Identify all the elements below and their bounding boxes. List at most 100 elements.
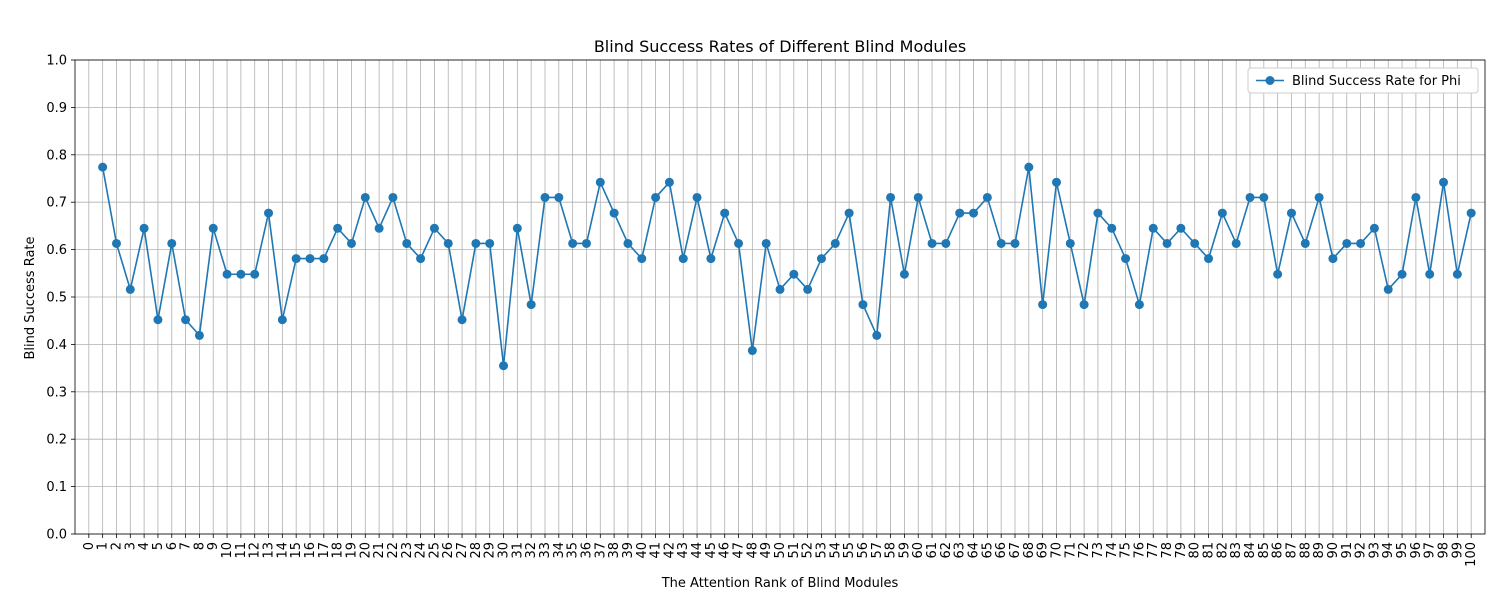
x-tick-label: 3 [123, 542, 138, 550]
x-tick-label: 61 [925, 542, 940, 559]
x-tick-label: 92 [1354, 542, 1369, 559]
data-point [139, 223, 149, 233]
x-tick-label: 83 [1229, 542, 1244, 559]
y-tick-label: 0.6 [46, 243, 67, 258]
x-tick-label: 10 [220, 542, 235, 559]
x-tick-label: 2 [109, 542, 124, 550]
x-tick-label: 88 [1298, 542, 1313, 559]
data-point [1245, 192, 1255, 202]
x-tick-label: 84 [1243, 542, 1258, 559]
x-tick-label: 24 [414, 542, 429, 559]
data-point [816, 254, 826, 264]
data-point [955, 208, 965, 218]
x-tick-label: 30 [497, 542, 512, 559]
x-tick-label: 44 [690, 542, 705, 559]
x-tick-label: 97 [1423, 542, 1438, 559]
chart-title: Blind Success Rates of Different Blind M… [594, 37, 966, 56]
data-point [761, 238, 771, 248]
data-point [651, 192, 661, 202]
data-point [637, 254, 647, 264]
x-tick-label: 57 [870, 542, 885, 559]
x-tick-label: 89 [1312, 542, 1327, 559]
data-point [181, 315, 191, 325]
y-tick-label: 0.2 [46, 433, 67, 448]
data-point [429, 223, 439, 233]
x-tick-label: 7 [179, 542, 194, 550]
data-point [125, 284, 135, 294]
data-point [402, 238, 412, 248]
x-tick-label: 43 [676, 542, 691, 559]
axis-ticks: 0123456789101112131415161718192021222324… [46, 54, 1479, 567]
data-point [554, 192, 564, 202]
legend-dot-marker [1265, 76, 1275, 85]
data-point [277, 315, 287, 325]
data-point [319, 254, 329, 264]
x-tick-label: 26 [441, 542, 456, 559]
data-point [858, 300, 868, 310]
x-tick-label: 69 [1036, 542, 1051, 559]
data-point [1411, 192, 1421, 202]
x-tick-label: 15 [289, 542, 304, 559]
data-point [333, 223, 343, 233]
x-tick-label: 52 [801, 542, 816, 559]
data-point [941, 238, 951, 248]
data-point [969, 208, 979, 218]
data-point [706, 254, 716, 264]
data-point [734, 238, 744, 248]
data-point [250, 269, 260, 279]
data-point [996, 238, 1006, 248]
x-tick-label: 33 [538, 542, 553, 559]
legend-entry: Blind Success Rate for Phi [1292, 74, 1461, 89]
data-point [1286, 208, 1296, 218]
data-point [747, 346, 757, 356]
data-point [208, 223, 218, 233]
x-tick-label: 74 [1105, 542, 1120, 559]
data-point [1079, 300, 1089, 310]
x-axis-label: The Attention Rank of Blind Modules [661, 576, 899, 591]
data-point [568, 238, 578, 248]
x-tick-label: 27 [455, 542, 470, 559]
data-point [692, 192, 702, 202]
data-point [457, 315, 467, 325]
data-point [803, 284, 813, 294]
data-point [664, 177, 674, 187]
data-point [913, 192, 923, 202]
x-tick-label: 29 [483, 542, 498, 559]
x-tick-label: 82 [1215, 542, 1230, 559]
x-tick-label: 12 [248, 542, 263, 559]
data-point [1190, 238, 1200, 248]
x-tick-label: 64 [967, 542, 982, 559]
x-tick-label: 9 [206, 542, 221, 550]
x-tick-label: 77 [1146, 542, 1161, 559]
x-tick-label: 50 [773, 542, 788, 559]
x-tick-label: 0 [82, 542, 97, 550]
y-tick-label: 0.1 [46, 480, 67, 495]
data-point [1051, 177, 1061, 187]
data-point [872, 330, 882, 340]
y-tick-label: 0.7 [46, 196, 67, 211]
data-point [471, 238, 481, 248]
x-tick-label: 17 [317, 542, 332, 559]
y-tick-label: 0.5 [46, 291, 67, 306]
data-point [1148, 223, 1158, 233]
x-tick-label: 38 [607, 542, 622, 559]
data-point [1176, 223, 1186, 233]
x-tick-label: 46 [718, 542, 733, 559]
x-tick-label: 36 [579, 542, 594, 559]
data-point [1356, 238, 1366, 248]
y-tick-label: 1.0 [46, 54, 67, 69]
data-point [1314, 192, 1324, 202]
data-point [581, 238, 591, 248]
data-point [678, 254, 688, 264]
data-point [982, 192, 992, 202]
data-point [540, 192, 550, 202]
x-tick-label: 80 [1188, 542, 1203, 559]
x-tick-label: 81 [1202, 542, 1217, 559]
data-point [1162, 238, 1172, 248]
x-tick-label: 22 [386, 542, 401, 559]
x-tick-label: 60 [911, 542, 926, 559]
data-point [1204, 254, 1214, 264]
x-tick-label: 98 [1437, 542, 1452, 559]
data-point [153, 315, 163, 325]
